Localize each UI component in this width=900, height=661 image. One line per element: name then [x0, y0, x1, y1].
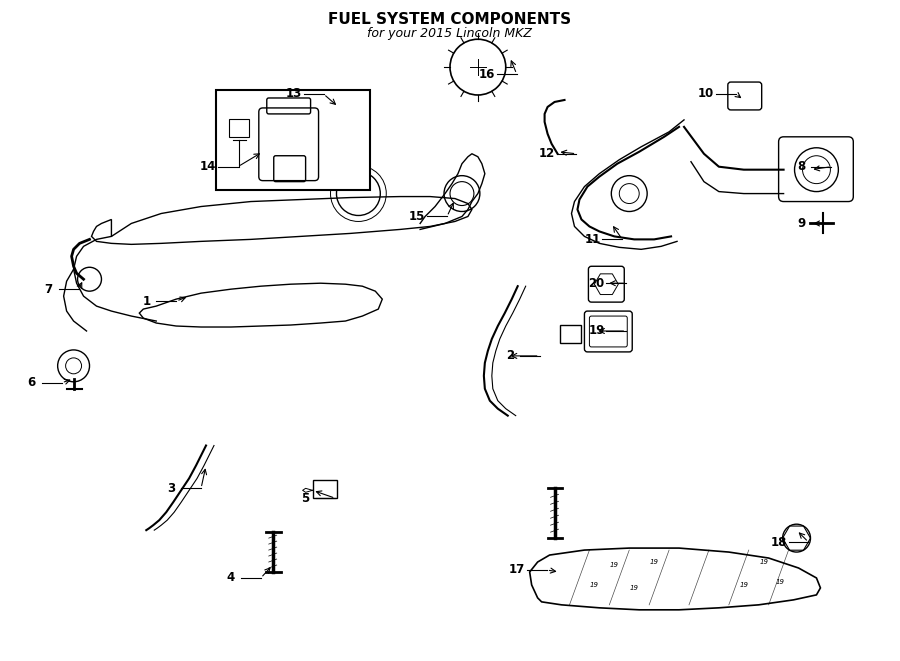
Text: 5: 5: [302, 492, 310, 505]
Text: 19: 19: [610, 562, 619, 568]
Text: 16: 16: [479, 67, 495, 81]
Bar: [216, 90, 370, 190]
Text: 2: 2: [506, 350, 514, 362]
Bar: [560, 325, 581, 343]
Text: 8: 8: [797, 160, 806, 173]
Text: 19: 19: [589, 325, 605, 338]
Text: 19: 19: [776, 579, 785, 585]
Text: 19: 19: [760, 559, 769, 565]
Text: 19: 19: [590, 582, 598, 588]
Text: 1: 1: [142, 295, 150, 307]
Text: 6: 6: [28, 376, 36, 389]
Bar: [229, 119, 248, 137]
Text: 10: 10: [698, 87, 714, 100]
Text: 15: 15: [409, 210, 426, 223]
Text: for your 2015 Lincoln MKZ: for your 2015 Lincoln MKZ: [367, 27, 533, 40]
Text: 9: 9: [797, 217, 806, 230]
Text: 14: 14: [200, 160, 216, 173]
Bar: [312, 481, 338, 498]
Text: 7: 7: [45, 283, 53, 295]
Text: 3: 3: [167, 482, 176, 495]
Text: 19: 19: [630, 585, 639, 591]
Text: 18: 18: [770, 535, 787, 549]
Text: 11: 11: [584, 233, 600, 246]
Text: 19: 19: [650, 559, 659, 565]
Text: FUEL SYSTEM COMPONENTS: FUEL SYSTEM COMPONENTS: [328, 13, 572, 27]
Text: 19: 19: [739, 582, 748, 588]
Text: 20: 20: [589, 277, 605, 290]
Text: 4: 4: [227, 572, 235, 584]
Text: 13: 13: [285, 87, 302, 100]
Text: 12: 12: [538, 147, 554, 160]
Text: 17: 17: [508, 563, 525, 576]
